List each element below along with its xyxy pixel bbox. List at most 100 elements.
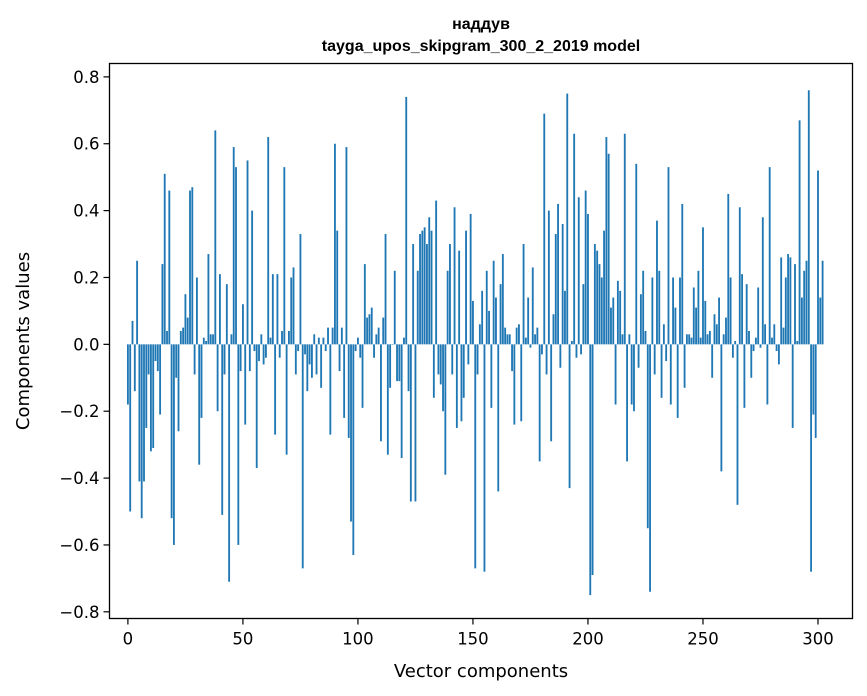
bar-244 [688,334,691,345]
bar-204 [596,250,599,345]
x-tick-label: 300 [802,630,834,649]
bar-117 [396,344,398,382]
bar-293 [800,297,803,345]
bar-25 [184,294,187,345]
bar-231 [658,270,661,345]
bar-146 [462,344,465,398]
bar-207 [603,230,605,345]
bar-164 [504,327,507,345]
bar-229 [653,344,656,375]
bar-225 [644,330,647,345]
bar-92 [338,344,341,372]
bar-75 [299,234,302,345]
bar-288 [789,257,792,345]
bar-302 [821,260,824,345]
bar-221 [635,163,638,345]
bar-264 [734,341,737,345]
bar-122 [407,344,410,392]
bar-245 [690,337,693,345]
bar-230 [656,220,658,345]
bar-59 [262,344,265,365]
bar-253 [708,330,711,345]
bar-107 [373,344,375,358]
bar-161 [497,344,500,492]
bar-219 [630,344,633,405]
bar-268 [743,344,746,408]
bar-152 [476,344,479,375]
bar-55 [253,344,256,352]
bar-99 [354,344,357,352]
bar-149 [469,213,472,345]
bar-27 [189,190,191,345]
chart-subtitle: tayga_upos_skipgram_300_2_2019 model [322,38,640,55]
bar-163 [501,254,504,345]
bar-183 [547,210,550,345]
bar-125 [414,344,417,502]
bar-269 [745,284,748,345]
bar-113 [386,344,389,455]
bar-263 [731,344,734,358]
bar-259 [722,334,725,345]
bar-2 [131,320,134,345]
bar-88 [329,344,332,435]
bar-270 [748,330,750,345]
bar-191 [566,93,569,345]
bars-group [126,90,824,596]
bar-233 [662,324,665,345]
bar-203 [593,244,596,345]
bar-82 [315,344,318,375]
bar-15 [161,264,164,345]
bar-236 [669,344,672,405]
bar-292 [798,120,801,345]
bar-12 [154,344,157,362]
bar-79 [308,344,311,365]
bar-23 [179,330,182,345]
bar-111 [382,317,385,345]
y-tick-label: 0.4 [73,202,99,221]
bar-58 [260,334,263,345]
bar-300 [817,170,819,345]
bar-181 [543,113,546,345]
bar-68 [283,167,286,345]
bar-119 [400,344,403,459]
bar-212 [614,344,617,405]
bar-301 [819,297,822,345]
bar-224 [642,270,645,345]
bar-87 [327,327,329,345]
bar-13 [156,344,159,372]
bar-71 [290,277,293,345]
bar-9 [147,344,150,375]
bar-123 [409,344,412,502]
bar-33 [202,337,205,345]
bar-144 [458,250,461,345]
bar-96 [347,344,350,438]
bar-206 [600,277,603,345]
bar-172 [522,244,525,345]
bar-294 [803,270,806,345]
bar-139 [446,270,449,345]
bar-133 [432,344,435,398]
bar-194 [573,133,576,345]
bar-290 [794,264,796,345]
bar-42 [223,344,226,375]
bar-132 [430,230,433,345]
bar-98 [352,344,355,555]
bar-89 [331,327,334,345]
bar-275 [759,344,762,348]
x-axis-label: Vector components [394,661,568,682]
bar-155 [483,344,486,572]
bar-128 [421,230,424,345]
bar-208 [605,137,608,345]
bar-54 [251,210,254,345]
bar-104 [366,317,369,345]
bar-22 [177,344,180,432]
bar-103 [363,264,366,345]
bar-168 [513,344,516,425]
bar-182 [545,344,548,375]
bar-289 [791,344,794,428]
bar-26 [186,317,189,345]
bar-114 [389,344,392,388]
bar-280 [771,337,773,345]
bar-157 [488,310,490,345]
bar-109 [377,327,380,345]
